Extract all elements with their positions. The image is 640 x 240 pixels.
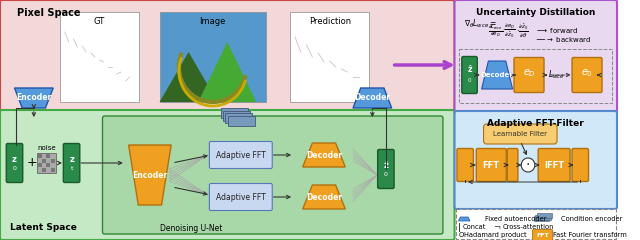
Text: Prediction: Prediction bbox=[308, 17, 351, 26]
Bar bbox=[38, 163, 42, 167]
Text: 0: 0 bbox=[384, 172, 388, 176]
Text: ·: · bbox=[526, 158, 530, 172]
FancyBboxPatch shape bbox=[209, 142, 272, 168]
Text: O: O bbox=[458, 232, 464, 238]
FancyBboxPatch shape bbox=[508, 149, 518, 181]
FancyBboxPatch shape bbox=[159, 12, 266, 102]
Text: ẑ: ẑ bbox=[467, 66, 472, 74]
Text: Adaptive FFT: Adaptive FFT bbox=[216, 150, 266, 160]
FancyBboxPatch shape bbox=[378, 150, 394, 188]
Text: $\frac{\partial L_{wce}}{\partial e_D}$: $\frac{\partial L_{wce}}{\partial e_D}$ bbox=[488, 22, 504, 39]
Text: $\longrightarrow$ forward: $\longrightarrow$ forward bbox=[535, 26, 578, 35]
Text: Condition encoder: Condition encoder bbox=[561, 216, 622, 222]
Text: FFT: FFT bbox=[536, 233, 549, 238]
FancyBboxPatch shape bbox=[209, 184, 272, 210]
Bar bbox=[51, 168, 54, 172]
Polygon shape bbox=[482, 61, 513, 89]
Text: Cross-attention: Cross-attention bbox=[503, 224, 554, 230]
FancyBboxPatch shape bbox=[572, 58, 602, 92]
Polygon shape bbox=[15, 88, 53, 108]
Text: $e_D$: $e_D$ bbox=[523, 67, 536, 79]
Polygon shape bbox=[198, 42, 256, 102]
Text: 0: 0 bbox=[468, 78, 471, 84]
FancyBboxPatch shape bbox=[228, 115, 255, 126]
FancyBboxPatch shape bbox=[457, 149, 474, 181]
Polygon shape bbox=[353, 88, 392, 108]
Text: $\cdot\frac{\partial \hat{z}_0}{\partial \theta}$: $\cdot\frac{\partial \hat{z}_0}{\partial… bbox=[516, 22, 529, 40]
Text: Hadamard product: Hadamard product bbox=[464, 232, 527, 238]
Polygon shape bbox=[458, 217, 470, 221]
Text: |: | bbox=[458, 222, 461, 232]
FancyBboxPatch shape bbox=[537, 213, 552, 218]
Text: IFFT: IFFT bbox=[544, 161, 564, 169]
Text: Decoder: Decoder bbox=[306, 150, 342, 160]
FancyBboxPatch shape bbox=[456, 209, 616, 239]
Bar bbox=[38, 154, 42, 158]
Polygon shape bbox=[303, 143, 345, 167]
Text: Decoder: Decoder bbox=[481, 72, 513, 78]
Text: ẑ: ẑ bbox=[383, 162, 388, 170]
Text: Uncertainty Distillation: Uncertainty Distillation bbox=[476, 8, 595, 17]
Circle shape bbox=[521, 158, 535, 172]
FancyBboxPatch shape bbox=[102, 116, 443, 234]
Text: $-\!\!-\!\!\rightarrow$ backward: $-\!\!-\!\!\rightarrow$ backward bbox=[535, 35, 591, 44]
Text: t: t bbox=[70, 166, 73, 170]
Bar bbox=[51, 158, 54, 162]
Text: Encoder: Encoder bbox=[16, 94, 51, 102]
Text: FFT: FFT bbox=[483, 161, 500, 169]
Text: z: z bbox=[69, 156, 74, 164]
Bar bbox=[42, 158, 46, 162]
FancyBboxPatch shape bbox=[476, 149, 506, 181]
Text: Learnable Filter: Learnable Filter bbox=[493, 131, 547, 137]
Text: $\cdot\frac{\partial e_D}{\partial \hat{z}_0}$: $\cdot\frac{\partial e_D}{\partial \hat{… bbox=[502, 22, 515, 40]
Text: Encoder: Encoder bbox=[132, 170, 168, 180]
Polygon shape bbox=[159, 52, 218, 102]
FancyBboxPatch shape bbox=[532, 229, 553, 240]
Polygon shape bbox=[303, 185, 345, 209]
Text: Decoder: Decoder bbox=[306, 192, 342, 202]
FancyBboxPatch shape bbox=[462, 56, 477, 94]
FancyBboxPatch shape bbox=[223, 110, 250, 120]
FancyBboxPatch shape bbox=[538, 149, 570, 181]
FancyBboxPatch shape bbox=[535, 215, 551, 220]
Text: noise: noise bbox=[37, 145, 56, 151]
Text: $e_0$: $e_0$ bbox=[581, 67, 593, 79]
Text: Adaptive FFT: Adaptive FFT bbox=[216, 192, 266, 202]
Text: $L_{wce}$: $L_{wce}$ bbox=[548, 69, 564, 81]
Text: $\neg$: $\neg$ bbox=[493, 222, 502, 232]
Text: Fast Fourier transform: Fast Fourier transform bbox=[553, 232, 627, 238]
Text: Latent Space: Latent Space bbox=[10, 223, 77, 232]
FancyBboxPatch shape bbox=[290, 12, 369, 102]
FancyBboxPatch shape bbox=[454, 0, 617, 112]
Bar bbox=[47, 154, 51, 158]
FancyBboxPatch shape bbox=[60, 12, 140, 102]
Polygon shape bbox=[129, 145, 171, 205]
Text: $\nabla_\theta L_{wce}=$: $\nabla_\theta L_{wce}=$ bbox=[464, 17, 497, 30]
Text: Concat: Concat bbox=[462, 224, 486, 230]
Text: Denoising U-Net: Denoising U-Net bbox=[159, 224, 222, 233]
FancyBboxPatch shape bbox=[454, 111, 617, 209]
FancyBboxPatch shape bbox=[484, 124, 557, 144]
Text: Image: Image bbox=[200, 17, 226, 26]
FancyBboxPatch shape bbox=[225, 113, 252, 123]
FancyBboxPatch shape bbox=[534, 216, 549, 221]
Text: GT: GT bbox=[94, 17, 105, 26]
Text: Pixel Space: Pixel Space bbox=[17, 8, 81, 18]
Text: Fixed autoencoder: Fixed autoencoder bbox=[486, 216, 547, 222]
FancyBboxPatch shape bbox=[0, 0, 454, 114]
FancyBboxPatch shape bbox=[514, 58, 544, 92]
FancyBboxPatch shape bbox=[63, 144, 80, 182]
FancyBboxPatch shape bbox=[221, 108, 248, 118]
FancyBboxPatch shape bbox=[0, 110, 454, 240]
FancyBboxPatch shape bbox=[6, 144, 23, 182]
Text: z: z bbox=[12, 156, 17, 164]
Bar bbox=[42, 168, 46, 172]
Text: 0: 0 bbox=[13, 166, 17, 170]
Text: Adaptive FFT-Filter: Adaptive FFT-Filter bbox=[488, 119, 584, 128]
FancyBboxPatch shape bbox=[36, 153, 56, 173]
Text: Decoder: Decoder bbox=[355, 94, 390, 102]
FancyBboxPatch shape bbox=[572, 149, 589, 181]
Text: +: + bbox=[27, 156, 37, 169]
Bar bbox=[47, 163, 51, 167]
